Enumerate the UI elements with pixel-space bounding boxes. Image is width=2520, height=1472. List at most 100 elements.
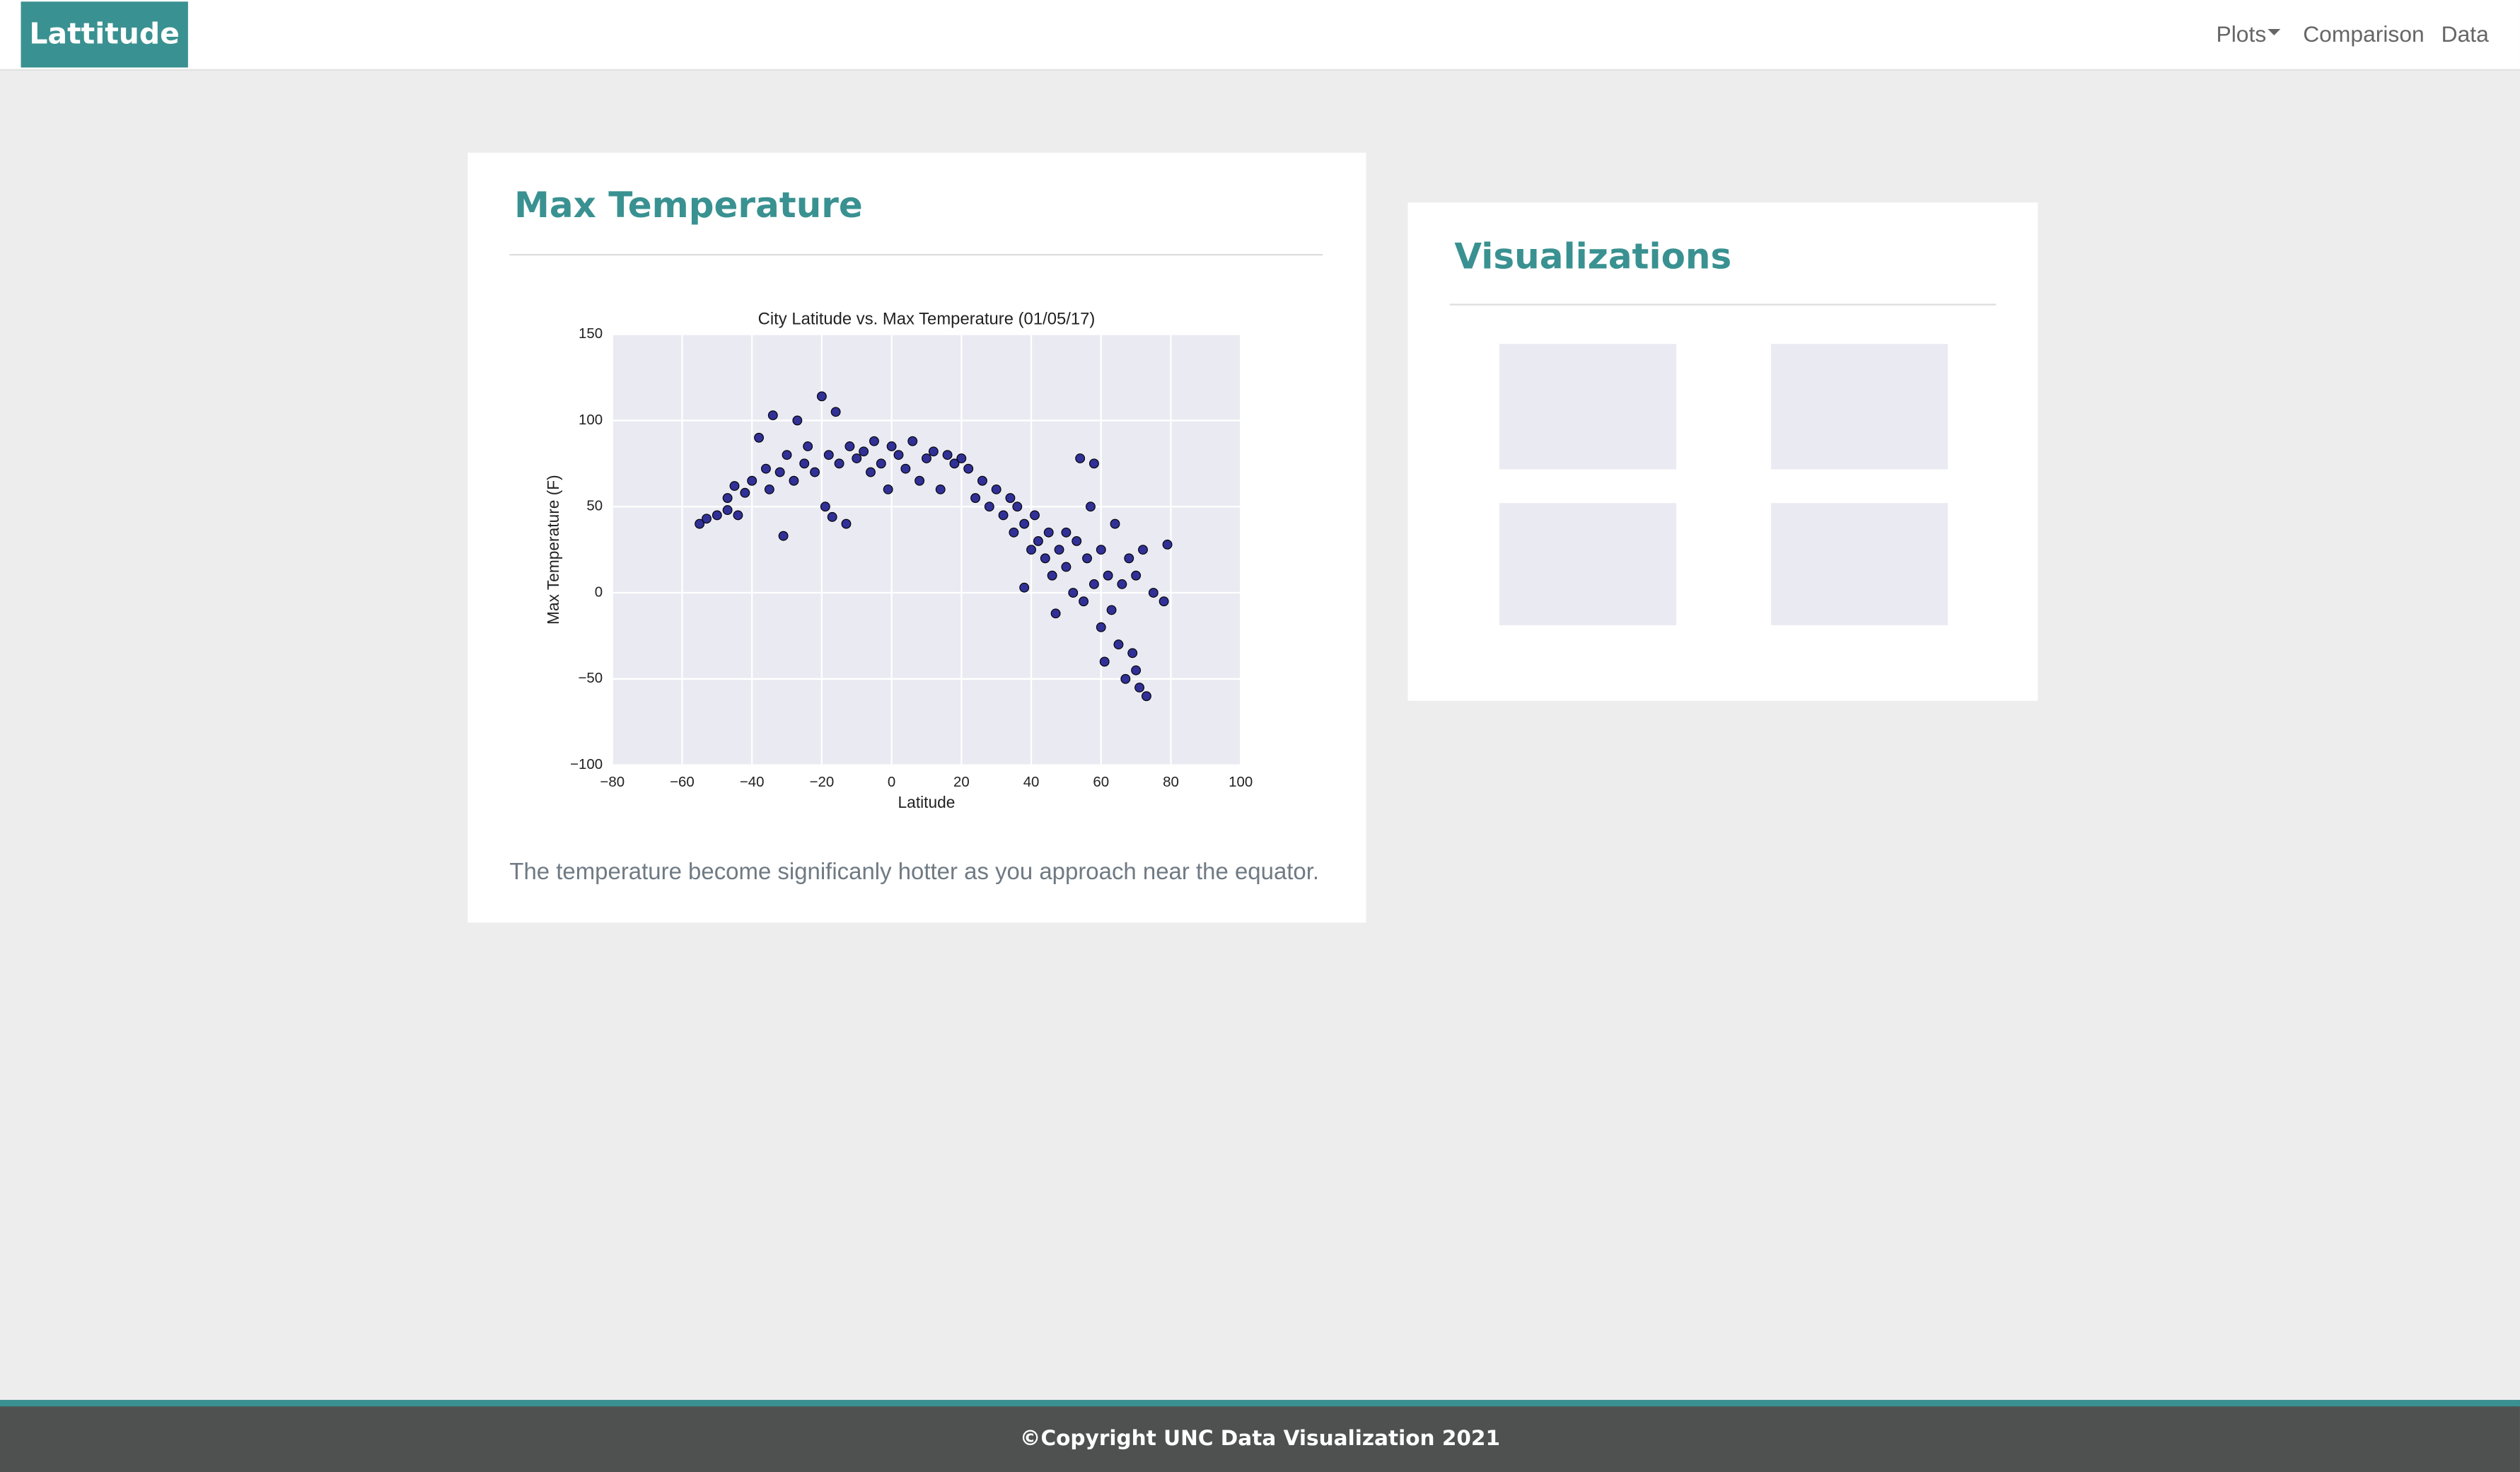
point [810, 467, 820, 477]
point [1117, 579, 1127, 589]
point [702, 514, 712, 524]
x-tick-label: −80 [600, 774, 625, 790]
x-tick-label: 60 [1093, 774, 1109, 790]
point [767, 410, 778, 421]
point [984, 502, 994, 512]
point [893, 450, 904, 460]
point [1050, 608, 1061, 619]
point [991, 484, 1001, 494]
point [816, 391, 827, 402]
thumbnail-plot [1499, 344, 1677, 470]
y-tick-label: −100 [570, 756, 603, 772]
point [949, 458, 960, 469]
point [1096, 622, 1106, 632]
x-axis-label: Latitude [898, 793, 956, 811]
point [1088, 579, 1099, 589]
point [928, 446, 939, 457]
point [1068, 588, 1079, 598]
x-tick-label: 100 [1229, 774, 1253, 790]
sidebar-title: Visualizations [1454, 238, 1732, 279]
point [935, 484, 946, 494]
point [1047, 570, 1057, 581]
nav-link[interactable]: Plots [2216, 21, 2267, 47]
x-tick-label: 80 [1163, 774, 1179, 790]
point [1134, 683, 1145, 692]
point [740, 487, 750, 498]
thumbnail[interactable] [1761, 337, 1955, 482]
point [1043, 527, 1054, 538]
point [1142, 691, 1151, 702]
point [1082, 553, 1092, 564]
point [1138, 545, 1148, 555]
point [907, 436, 918, 446]
point [998, 510, 1009, 521]
chart-title: City Latitude vs. Max Temperature (01/05… [758, 309, 1096, 328]
point [1033, 536, 1043, 546]
thumbnail-plot [1499, 503, 1677, 625]
x-tick-label: −40 [740, 774, 765, 790]
point [782, 450, 792, 460]
thumbnail[interactable] [1761, 497, 1955, 639]
point [1120, 673, 1131, 684]
point [760, 463, 771, 474]
point [844, 441, 855, 451]
x-tick-label: −20 [810, 774, 835, 790]
point [1009, 527, 1019, 538]
point [827, 511, 837, 522]
point [977, 475, 987, 486]
nav-link[interactable]: Comparison [2303, 21, 2425, 47]
point [859, 446, 869, 457]
point [886, 441, 897, 451]
point [803, 441, 813, 451]
point [876, 458, 886, 469]
point [747, 475, 757, 486]
point [869, 436, 879, 446]
point [1148, 588, 1159, 598]
point [883, 484, 893, 494]
point [963, 463, 974, 474]
y-tick-label: 100 [579, 412, 603, 428]
point [722, 505, 733, 516]
point [1103, 570, 1113, 581]
y-axis-label: Max Temperature (F) [544, 475, 562, 625]
point [820, 502, 830, 512]
point [942, 450, 953, 460]
y-tick-label: −50 [578, 670, 603, 686]
point [789, 475, 799, 486]
point [1110, 518, 1120, 529]
description: The temperature become significanly hott… [509, 859, 1320, 886]
point [830, 407, 841, 417]
x-tick-label: 20 [953, 774, 970, 790]
point [764, 484, 774, 494]
point [799, 458, 810, 469]
thumbnail[interactable] [1490, 337, 1683, 482]
point [922, 453, 931, 463]
thumbnail[interactable] [1490, 497, 1683, 639]
point [712, 510, 722, 521]
point [1088, 458, 1099, 469]
point [1061, 527, 1072, 538]
point [1054, 545, 1064, 555]
point [841, 518, 852, 529]
point [722, 493, 733, 503]
point [823, 450, 834, 460]
point [1096, 545, 1106, 555]
point [1113, 639, 1124, 650]
brand[interactable]: Lattitude [21, 1, 188, 68]
nav-link[interactable]: Data [2441, 21, 2489, 47]
point [1026, 545, 1036, 555]
plot-area [612, 334, 1241, 765]
divider [1449, 303, 1997, 306]
point [754, 432, 764, 443]
thumbnail-plot [1771, 503, 1949, 625]
divider [509, 254, 1323, 256]
y-tick-label: 0 [595, 584, 603, 600]
y-tick-label: 150 [579, 325, 603, 342]
point [1075, 453, 1086, 463]
x-tick-label: −60 [670, 774, 695, 790]
point [792, 415, 803, 426]
point [729, 481, 740, 491]
point [1012, 502, 1023, 512]
